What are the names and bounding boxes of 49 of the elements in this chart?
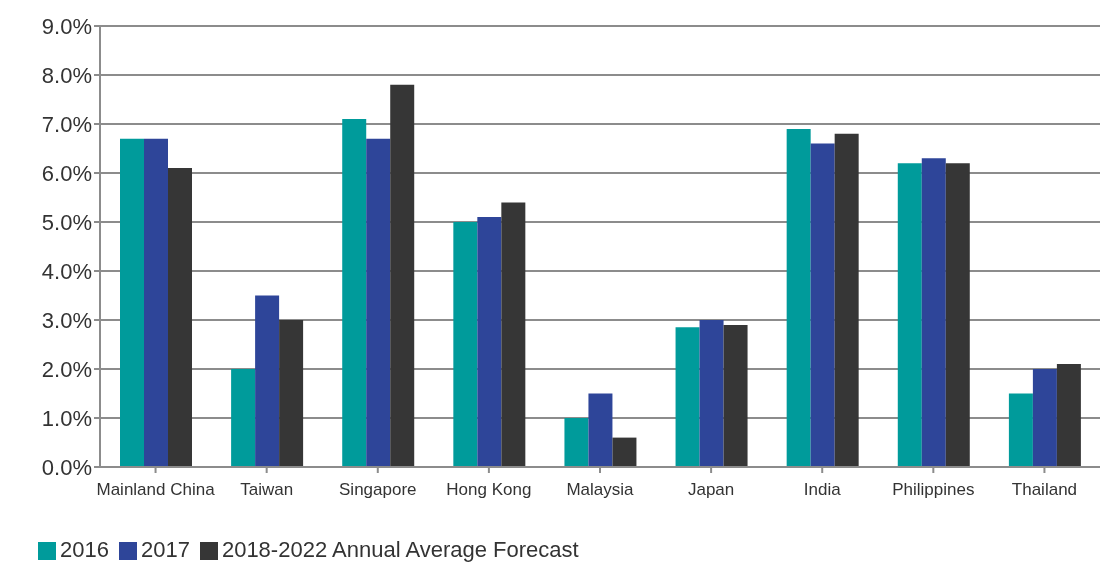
x-tick-label: India (803, 480, 842, 500)
x-tick-label: Thailand (1011, 480, 1078, 500)
x-tick-label: Mainland China (96, 480, 216, 500)
bar (453, 222, 478, 467)
y-tick-label: 9.0% (41, 13, 92, 39)
y-tick-label: 8.0% (41, 62, 92, 88)
bar (675, 327, 700, 467)
bar (564, 418, 589, 467)
bar (921, 158, 946, 467)
bar (168, 168, 192, 467)
bar (501, 202, 526, 467)
bar (1032, 369, 1057, 467)
bar (1056, 364, 1081, 467)
bar (477, 217, 502, 467)
bar (786, 128, 811, 467)
y-tick-label: 0.0% (41, 454, 92, 480)
bar (144, 138, 168, 467)
bar (612, 437, 637, 467)
legend-label: 2018-2022 Annual Average Forecast (221, 537, 579, 562)
x-tick-label: Japan (687, 480, 735, 500)
bar (699, 320, 724, 467)
y-tick-label: 4.0% (41, 258, 92, 284)
bar (810, 143, 835, 467)
x-tick-label: Singapore (339, 480, 417, 500)
y-tick-label: 1.0% (41, 405, 92, 431)
y-tick-label: 3.0% (41, 307, 92, 333)
bar (588, 393, 613, 467)
bar (1008, 393, 1033, 467)
legend-label: 2017 (140, 537, 190, 562)
legend-label: 2016 (60, 537, 109, 562)
y-tick-label: 2.0% (41, 356, 92, 382)
bar (255, 295, 280, 467)
bar (834, 133, 859, 467)
bar (390, 84, 415, 467)
bar (723, 324, 748, 467)
bar (231, 369, 256, 467)
bar (945, 163, 970, 467)
x-tick-label: Taiwan (240, 480, 294, 500)
bar (342, 119, 367, 467)
y-tick-label: 7.0% (41, 111, 92, 137)
x-tick-label: Malaysia (566, 480, 635, 500)
x-tick-label: Hong Kong (446, 480, 532, 500)
bar (366, 138, 391, 467)
bar (897, 163, 922, 467)
y-tick-label: 5.0% (41, 209, 92, 235)
x-tick-label: Philippines (892, 480, 975, 500)
y-tick-label: 6.0% (41, 160, 92, 186)
bar (279, 320, 304, 467)
bar (120, 138, 144, 467)
